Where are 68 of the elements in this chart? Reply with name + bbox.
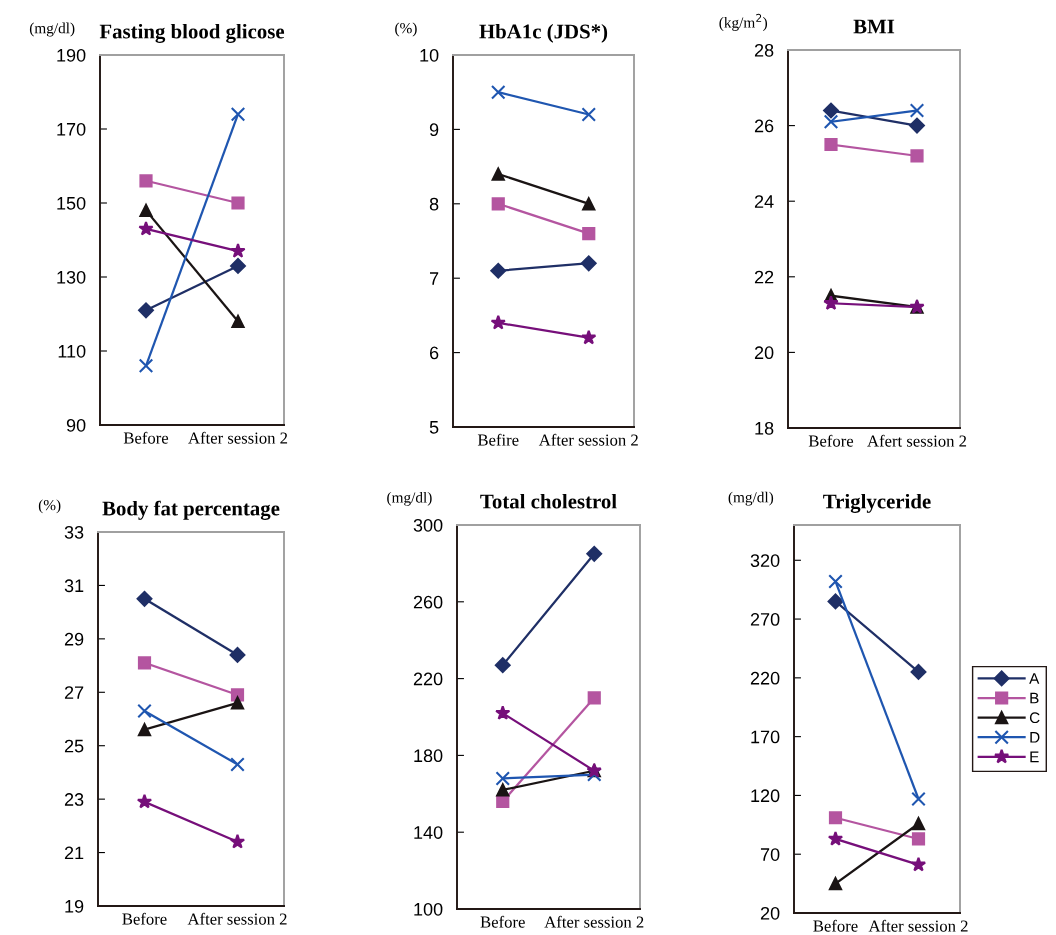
y-tick-label: 140 bbox=[414, 826, 443, 839]
y-tick-label: 130 bbox=[57, 270, 86, 284]
y-tick-label: 320 bbox=[750, 554, 780, 567]
y-tick-label: 29 bbox=[64, 632, 84, 646]
y-tick-label: 27 bbox=[64, 686, 84, 699]
x-tick-label: After session 2 bbox=[188, 431, 288, 444]
y-tick-label: 18 bbox=[755, 421, 774, 435]
x-tick-label: Before bbox=[122, 912, 167, 925]
y-tick-label: 7 bbox=[430, 272, 439, 285]
y-tick-label: 270 bbox=[750, 613, 780, 626]
legend-label: D bbox=[1030, 732, 1040, 743]
chart-title: Body fat percentage bbox=[102, 500, 280, 520]
y-tick-label: 8 bbox=[429, 197, 439, 211]
x-tick-label: Before bbox=[808, 434, 854, 447]
y-axis-title: (%) bbox=[395, 22, 417, 37]
chart-title: Total cholestrol bbox=[480, 493, 617, 509]
y-tick-label: 170 bbox=[57, 122, 86, 136]
y-tick-label: 10 bbox=[420, 48, 439, 62]
x-tick-label: After session 2 bbox=[868, 919, 968, 932]
y-tick-label: 25 bbox=[64, 739, 84, 753]
y-tick-label: 26 bbox=[754, 119, 774, 133]
y-tick-label: 20 bbox=[754, 346, 774, 360]
x-tick-label: Befire bbox=[477, 433, 519, 446]
y-axis-title: (%) bbox=[38, 499, 61, 514]
y-tick-label: 70 bbox=[760, 848, 780, 861]
y-axis-title: (mg/dl) bbox=[387, 491, 432, 506]
chart-title: Fasting blood glicose bbox=[99, 23, 285, 43]
y-tick-label: 22 bbox=[754, 270, 774, 284]
y-tick-label: 24 bbox=[754, 195, 774, 208]
y-tick-label: 170 bbox=[751, 730, 780, 744]
y-tick-label: 100 bbox=[414, 902, 443, 916]
legend-label: E bbox=[1030, 751, 1039, 763]
y-tick-label: 220 bbox=[413, 672, 443, 686]
y-tick-label: 31 bbox=[64, 579, 84, 593]
y-tick-label: 190 bbox=[57, 48, 86, 62]
y-tick-label: 6 bbox=[429, 346, 439, 360]
y-tick-label: 5 bbox=[429, 421, 439, 434]
y-tick-label: 28 bbox=[754, 43, 774, 57]
y-tick-label: 90 bbox=[66, 418, 86, 432]
legend-label: C bbox=[1029, 712, 1040, 724]
chart-title: BMI bbox=[853, 19, 895, 34]
legend-label: A bbox=[1029, 673, 1040, 684]
y-tick-label: 33 bbox=[64, 525, 84, 539]
y-tick-label: 120 bbox=[751, 789, 780, 803]
y-tick-label: 23 bbox=[64, 793, 84, 806]
y-tick-label: 21 bbox=[64, 846, 84, 860]
x-tick-label: Before bbox=[813, 919, 858, 932]
chart-title: HbA1c (JDS*) bbox=[479, 23, 608, 43]
y-tick-label: 180 bbox=[414, 749, 443, 763]
x-tick-label: Before bbox=[123, 431, 169, 444]
y-tick-label: 9 bbox=[429, 123, 439, 137]
y-tick-label: 110 bbox=[58, 344, 86, 358]
y-tick-label: 19 bbox=[65, 899, 84, 913]
y-axis-title: (mg/dl) bbox=[728, 491, 774, 506]
legend-label: B bbox=[1030, 692, 1039, 704]
y-tick-label: 220 bbox=[750, 671, 780, 685]
y-tick-label: 150 bbox=[57, 196, 86, 210]
x-tick-label: After session 2 bbox=[538, 433, 638, 446]
y-tick-label: 20 bbox=[760, 906, 780, 920]
x-tick-label: Afert session 2 bbox=[867, 434, 967, 447]
y-tick-label: 260 bbox=[413, 595, 443, 609]
y-tick-label: 300 bbox=[413, 518, 443, 532]
x-tick-label: After session 2 bbox=[544, 915, 644, 928]
x-tick-label: After session 2 bbox=[187, 912, 287, 925]
chart-title: Triglyceride bbox=[823, 493, 931, 513]
x-tick-label: Before bbox=[480, 915, 525, 928]
y-axis-title: (mg/dl) bbox=[29, 22, 75, 37]
y-axis-title: (kg/m$^{2}$) bbox=[719, 13, 768, 31]
